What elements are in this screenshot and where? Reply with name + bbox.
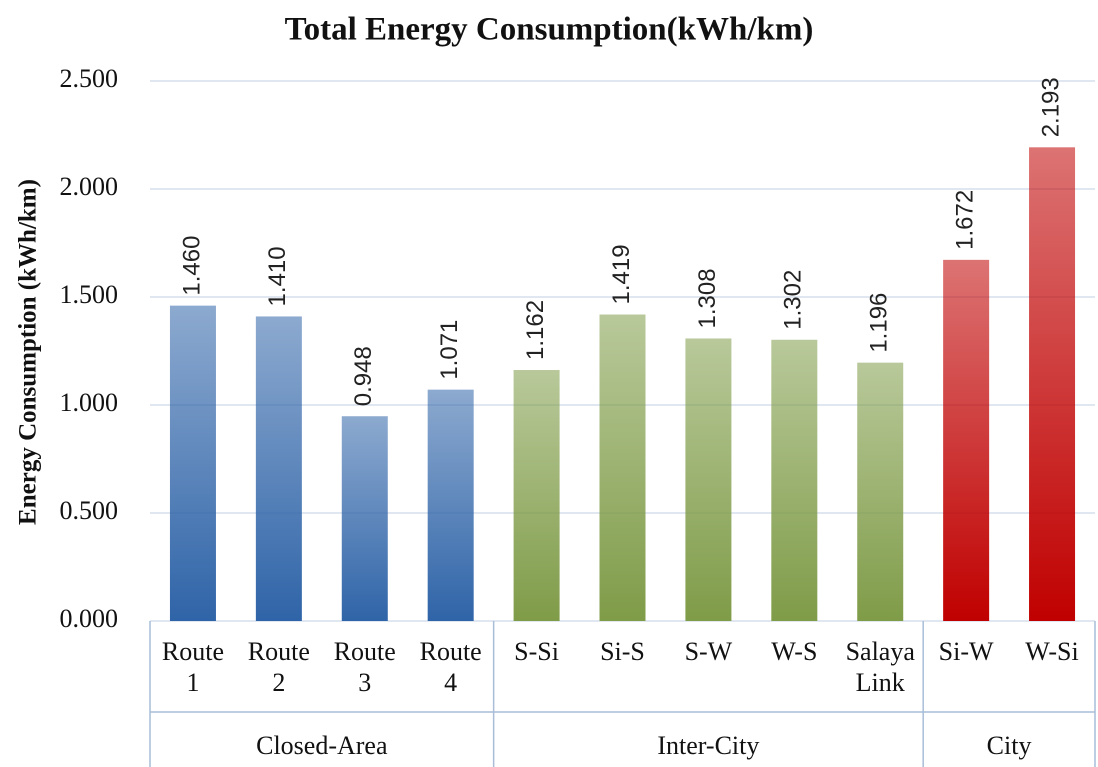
value-label: 1.162 bbox=[522, 300, 549, 360]
y-tick-label: 2.000 bbox=[60, 172, 119, 201]
bar bbox=[513, 370, 560, 621]
group-label: Closed-Area bbox=[256, 731, 388, 760]
bar bbox=[169, 305, 216, 621]
group-label: Inter-City bbox=[657, 731, 760, 760]
value-label: 1.419 bbox=[608, 244, 635, 304]
x-tick-label: Route 4 bbox=[419, 637, 482, 697]
x-tick-label: Route 2 bbox=[247, 637, 310, 697]
x-tick-label: Si-W bbox=[938, 637, 994, 666]
value-label: 1.071 bbox=[436, 320, 463, 380]
group-label: City bbox=[986, 731, 1032, 760]
value-label: 1.308 bbox=[694, 268, 721, 328]
x-tick-label: Si-S bbox=[600, 637, 645, 666]
y-tick-label: 1.000 bbox=[60, 388, 119, 417]
bar bbox=[599, 314, 646, 621]
x-tick-label: Salaya Link bbox=[845, 637, 915, 697]
value-label: 1.460 bbox=[178, 236, 205, 296]
bar bbox=[771, 339, 818, 621]
value-label: 1.410 bbox=[264, 246, 291, 306]
x-tick-label: Route 3 bbox=[333, 637, 396, 697]
bar bbox=[685, 338, 732, 621]
bar bbox=[255, 316, 302, 621]
x-tick-label: W-S bbox=[771, 637, 818, 666]
x-tick-label: S-W bbox=[684, 637, 733, 666]
value-label: 1.672 bbox=[951, 190, 978, 250]
bar bbox=[857, 362, 904, 621]
value-label: 1.196 bbox=[866, 293, 893, 353]
y-tick-label: 1.500 bbox=[60, 280, 119, 309]
x-tick-label: S-Si bbox=[514, 637, 559, 666]
bar bbox=[341, 416, 388, 621]
y-axis-title: Energy Consumption (kWh/km) bbox=[15, 179, 42, 525]
bar bbox=[943, 259, 990, 621]
x-tick-label: Route 1 bbox=[161, 637, 224, 697]
y-tick-label: 2.500 bbox=[60, 64, 119, 93]
y-tick-label: 0.500 bbox=[60, 496, 119, 525]
y-tick-label: 0.000 bbox=[60, 604, 119, 633]
bar bbox=[427, 389, 474, 621]
value-label: 1.302 bbox=[780, 270, 807, 330]
chart-title: Total Energy Consumption(kWh/km) bbox=[285, 12, 814, 48]
bar bbox=[1029, 147, 1076, 621]
value-label: 2.193 bbox=[1037, 77, 1064, 137]
x-tick-label: W-Si bbox=[1025, 637, 1079, 666]
value-label: 0.948 bbox=[350, 346, 377, 406]
